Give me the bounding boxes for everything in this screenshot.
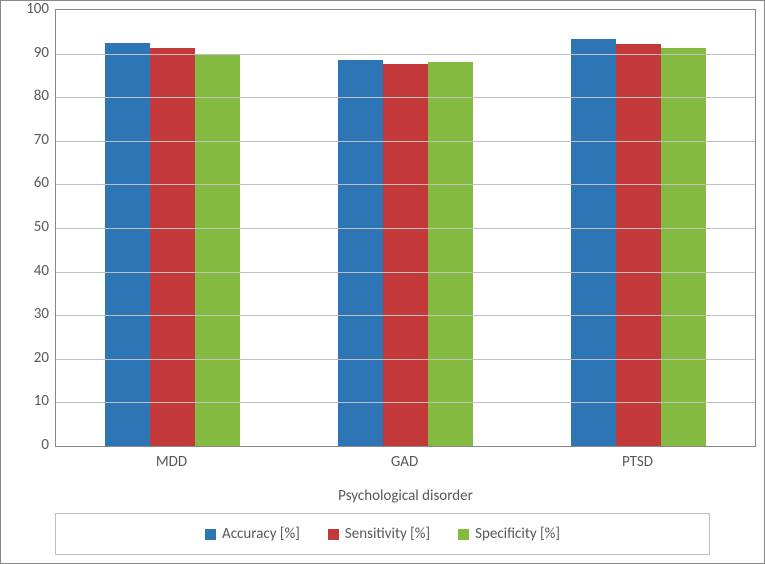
legend-item: Accuracy [%]	[205, 525, 300, 543]
legend-swatch	[328, 529, 339, 540]
x-axis-title: Psychological disorder	[338, 487, 473, 505]
y-tick-label: 50	[34, 218, 49, 236]
gridline	[56, 228, 755, 229]
y-tick-label: 80	[34, 87, 49, 105]
plot-box	[55, 9, 756, 447]
chart-area: 0102030405060708090100 Psychological dis…	[9, 9, 756, 555]
y-tick-label: 60	[34, 174, 49, 192]
legend-item: Specificity [%]	[458, 525, 560, 543]
bar	[571, 39, 616, 446]
x-axis-row: Psychological disorder MDD GAD PTSD	[9, 447, 756, 507]
gridline	[56, 272, 755, 273]
y-tick-label: 40	[34, 262, 49, 280]
y-tick-label: 100	[26, 0, 49, 18]
legend: Accuracy [%] Sensitivity [%] Specificity […	[55, 513, 710, 555]
chart-frame: 0 10 20 30 40 50 60 70 80 90 100 Psychological dis…	[0, 0, 765, 564]
gridline	[56, 97, 755, 98]
y-axis: 0102030405060708090100	[9, 9, 55, 447]
y-tick-label: 10	[34, 392, 49, 410]
legend-label: Accuracy [%]	[222, 525, 300, 543]
gridline	[56, 315, 755, 316]
plot-row: 0102030405060708090100	[9, 9, 756, 447]
bar	[383, 64, 428, 446]
y-tick-label: 70	[34, 131, 49, 149]
bar	[661, 48, 706, 447]
bar	[105, 43, 150, 446]
bar	[338, 60, 383, 446]
y-tick-label: 30	[34, 305, 49, 323]
legend-swatch	[458, 529, 469, 540]
x-category-label: MDD	[156, 453, 187, 471]
bar	[428, 62, 473, 446]
x-category-label: GAD	[391, 453, 418, 471]
gridline	[56, 141, 755, 142]
y-tick-label: 20	[34, 349, 49, 367]
legend-label: Specificity [%]	[475, 525, 560, 543]
bar	[195, 54, 240, 446]
x-axis-spacer	[9, 447, 55, 507]
legend-swatch	[205, 529, 216, 540]
x-axis: Psychological disorder MDD GAD PTSD	[55, 447, 756, 507]
legend-label: Sensitivity [%]	[345, 525, 430, 543]
gridline	[56, 402, 755, 403]
legend-item: Sensitivity [%]	[328, 525, 430, 543]
gridline	[56, 184, 755, 185]
y-tick-label: 0	[41, 436, 49, 454]
gridline	[56, 359, 755, 360]
bar	[150, 48, 195, 446]
bar	[616, 44, 661, 446]
x-category-label: PTSD	[622, 453, 653, 471]
gridline	[56, 54, 755, 55]
y-tick-label: 90	[34, 44, 49, 62]
